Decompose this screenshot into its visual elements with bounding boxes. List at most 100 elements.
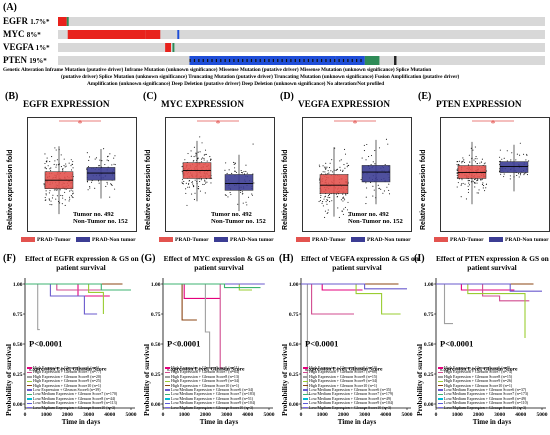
sample-point bbox=[242, 193, 244, 195]
survival-legend-item: High Expression + Gleason Score10 (n=1) bbox=[27, 383, 117, 388]
sample-point bbox=[242, 202, 244, 204]
legend-swatch bbox=[438, 389, 443, 391]
survival-legend-item: High Expression + Gleason Score6 (n=6) bbox=[27, 365, 117, 370]
sample-point bbox=[203, 159, 205, 161]
sample-point bbox=[387, 143, 389, 145]
sample-point bbox=[203, 154, 205, 156]
normal-swatch bbox=[350, 237, 365, 243]
boxplot-svg: * bbox=[165, 117, 275, 232]
legend-label: Low/Medium Expression + Gleason Score7 (… bbox=[33, 391, 118, 397]
sample-point bbox=[334, 147, 336, 149]
legend-label: Low/Medium Expression + Gleason Score6 (… bbox=[171, 387, 254, 393]
legend-label: High Expression + Gleason Score8 (n=15) bbox=[309, 373, 378, 379]
y-tick-label: 0.50 bbox=[151, 342, 161, 348]
legend-swatch bbox=[27, 389, 32, 391]
sample-point bbox=[519, 142, 521, 144]
sample-point bbox=[199, 180, 201, 183]
sample-point bbox=[200, 179, 202, 181]
sample-point bbox=[321, 202, 323, 204]
gene-track-vegfa bbox=[58, 43, 545, 52]
sample-point bbox=[243, 173, 246, 175]
gene-pct: 8%* bbox=[26, 31, 41, 39]
survival-xlabel: Time in days bbox=[473, 418, 512, 426]
sample-point bbox=[106, 181, 108, 184]
sample-point bbox=[49, 190, 51, 192]
sample-point bbox=[363, 144, 365, 146]
sample-point bbox=[366, 143, 368, 146]
sample-point bbox=[206, 160, 208, 162]
sample-point bbox=[205, 182, 207, 184]
sample-point bbox=[107, 160, 110, 162]
sample-point bbox=[48, 192, 50, 194]
boxplot-key: PRAD-Tumor PRAD-Non tumor bbox=[296, 237, 411, 243]
sample-point bbox=[324, 216, 326, 219]
sample-point bbox=[470, 147, 472, 149]
sample-point bbox=[482, 182, 484, 184]
sample-point bbox=[465, 198, 467, 200]
survival-legend-item: Low/Medium Expression + Gleason Score8 (… bbox=[438, 396, 528, 401]
alteration-block bbox=[335, 56, 365, 65]
boxplot-ylabel: Relative expression fold bbox=[7, 149, 14, 230]
sample-point bbox=[327, 212, 329, 214]
survival-legend-item: High Expression + Gleason Score7 (n=74) bbox=[438, 370, 528, 374]
sample-point bbox=[468, 182, 470, 184]
plot-frame bbox=[165, 117, 275, 232]
sample-point bbox=[326, 203, 328, 205]
tumor-box bbox=[319, 174, 349, 194]
survival-curve bbox=[301, 283, 354, 315]
normal-swatch bbox=[488, 237, 503, 243]
legend-label: Low/Medium Expression + Gleason Score10 … bbox=[33, 404, 116, 410]
tumor-swatch bbox=[296, 237, 310, 243]
oncoprint-legend-line: Genetic Alteration Inframe Mutation (put… bbox=[3, 67, 432, 73]
sample-point bbox=[342, 197, 344, 199]
mutation-tick bbox=[347, 59, 349, 62]
sample-point bbox=[204, 149, 207, 151]
gene-name: VEGFA bbox=[3, 42, 34, 52]
legend-swatch bbox=[438, 384, 443, 387]
sample-point bbox=[234, 162, 236, 164]
legend-label: Low/Medium Expression + Gleason Score9 (… bbox=[444, 400, 529, 406]
sample-point bbox=[253, 182, 255, 184]
normal-key-label: PRAD-Non tumor bbox=[229, 237, 274, 243]
sample-point bbox=[48, 199, 51, 201]
sample-point bbox=[55, 149, 57, 151]
sample-point bbox=[484, 190, 486, 192]
sample-point bbox=[456, 177, 459, 179]
x-tick-label: 4000 bbox=[242, 412, 253, 418]
sample-point bbox=[344, 199, 346, 201]
sample-point bbox=[382, 192, 384, 194]
sample-point bbox=[52, 194, 54, 196]
y-tick-label: 0.25 bbox=[151, 372, 161, 378]
sample-point bbox=[111, 184, 113, 186]
normal-key-label: PRAD-Non tumor bbox=[91, 237, 136, 243]
mutation-tick bbox=[334, 59, 336, 62]
survival-curve bbox=[436, 283, 453, 325]
sample-point bbox=[323, 198, 325, 200]
alteration-block bbox=[145, 30, 161, 39]
survival-legend-item: High Expression + Gleason Score9 (n=25) bbox=[27, 379, 117, 383]
sample-point bbox=[365, 196, 367, 198]
legend-swatch bbox=[165, 402, 170, 405]
sample-point bbox=[56, 159, 58, 161]
legend-label: High Expression + Gleason Score9 (n=34) bbox=[309, 378, 378, 384]
legend-swatch bbox=[27, 376, 32, 378]
normal-box bbox=[86, 167, 116, 181]
oncoprint-legend-line: (putative driver) Splice Mutation (unkno… bbox=[61, 74, 460, 80]
sample-point bbox=[346, 162, 348, 164]
sample-point bbox=[62, 197, 64, 199]
sample-point bbox=[330, 170, 332, 172]
sample-point bbox=[526, 174, 528, 176]
sample-point bbox=[53, 189, 55, 191]
sample-point bbox=[72, 193, 74, 195]
sample-point bbox=[246, 172, 248, 174]
sample-point bbox=[44, 199, 46, 201]
sample-point bbox=[65, 163, 67, 165]
sample-point bbox=[481, 179, 483, 181]
legend-label: Low/Medium Expression + Gleason Score10 … bbox=[444, 404, 527, 410]
sample-point bbox=[383, 190, 385, 192]
y-tick-label: 0.75 bbox=[289, 312, 299, 318]
sample-point bbox=[464, 183, 466, 185]
panel-letter: (E) bbox=[418, 91, 432, 102]
boxplot-ylabel: Relative expression fold bbox=[420, 149, 427, 230]
sample-point bbox=[109, 153, 111, 155]
